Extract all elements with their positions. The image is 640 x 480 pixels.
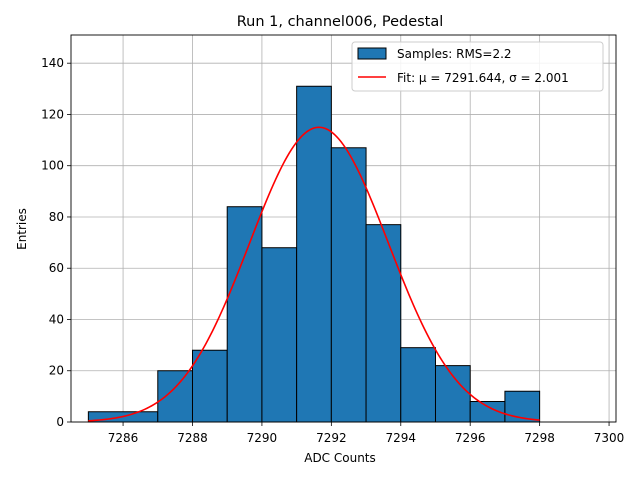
histogram-bar bbox=[330, 147, 367, 423]
histogram-bar bbox=[434, 365, 471, 423]
legend-label-fit: Fit: μ = 7291.644, σ = 2.001 bbox=[397, 71, 569, 85]
y-tick-label: 80 bbox=[49, 210, 64, 224]
x-tick-label: 7288 bbox=[177, 431, 208, 445]
fit-curve-layer bbox=[88, 126, 540, 422]
histogram-bar bbox=[261, 247, 298, 423]
x-tick-label: 7294 bbox=[386, 431, 417, 445]
histogram-bar bbox=[191, 349, 228, 423]
histogram-bars bbox=[87, 85, 541, 423]
chart-title: Run 1, channel006, Pedestal bbox=[237, 14, 444, 30]
legend-label-samples: Samples: RMS=2.2 bbox=[397, 47, 512, 61]
legend: Samples: RMS=2.2 Fit: μ = 7291.644, σ = … bbox=[351, 41, 604, 92]
y-tick-label: 60 bbox=[49, 261, 64, 275]
histogram-bar bbox=[226, 206, 263, 423]
histogram-bar bbox=[400, 347, 436, 423]
histogram-bar bbox=[365, 224, 402, 423]
y-tick-label: 120 bbox=[41, 107, 64, 121]
histogram-bar bbox=[504, 390, 541, 423]
y-tick-label: 100 bbox=[41, 159, 64, 173]
x-tick-label: 7300 bbox=[594, 431, 625, 445]
y-axis-label: Entries bbox=[15, 208, 29, 250]
y-tick-label: 40 bbox=[49, 312, 64, 326]
x-axis-label: ADC Counts bbox=[304, 451, 376, 465]
x-tick-label: 7286 bbox=[108, 431, 139, 445]
x-tick-label: 7296 bbox=[455, 431, 486, 445]
y-tick-label: 0 bbox=[56, 415, 64, 429]
x-tick-label: 7298 bbox=[524, 431, 555, 445]
fit-curve bbox=[88, 126, 540, 422]
y-tick-label: 20 bbox=[49, 364, 64, 378]
legend-frame bbox=[351, 41, 604, 92]
x-axis-ticks: 7286 7288 7290 7292 7294 7296 7298 7300 bbox=[108, 422, 625, 445]
x-tick-label: 7290 bbox=[247, 431, 278, 445]
histogram-bar bbox=[157, 370, 193, 423]
y-axis-ticks: 0 20 40 60 80 100 120 140 bbox=[41, 56, 71, 429]
plot-frame bbox=[70, 34, 617, 423]
y-tick-label: 140 bbox=[41, 56, 64, 70]
legend-swatch-samples bbox=[357, 47, 387, 60]
x-tick-label: 7292 bbox=[316, 431, 347, 445]
axes-frame bbox=[70, 34, 617, 423]
